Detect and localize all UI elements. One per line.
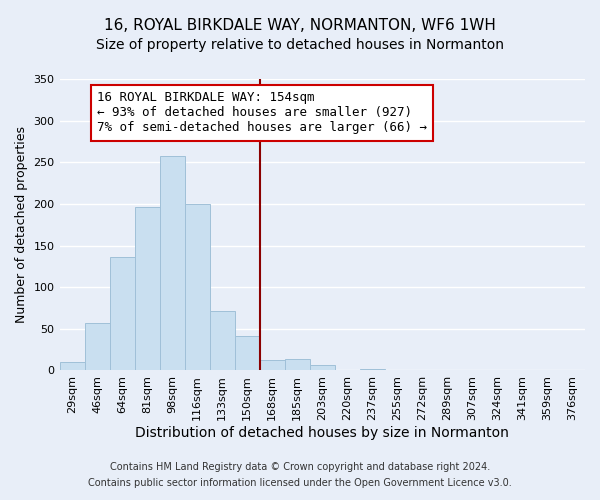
Text: Contains public sector information licensed under the Open Government Licence v3: Contains public sector information licen… xyxy=(88,478,512,488)
Text: 16 ROYAL BIRKDALE WAY: 154sqm
← 93% of detached houses are smaller (927)
7% of s: 16 ROYAL BIRKDALE WAY: 154sqm ← 93% of d… xyxy=(97,92,427,134)
Bar xyxy=(360,369,385,370)
Bar xyxy=(134,207,160,370)
Bar xyxy=(260,360,285,370)
Y-axis label: Number of detached properties: Number of detached properties xyxy=(15,126,28,323)
Bar xyxy=(85,323,110,370)
Text: 16, ROYAL BIRKDALE WAY, NORMANTON, WF6 1WH: 16, ROYAL BIRKDALE WAY, NORMANTON, WF6 1… xyxy=(104,18,496,32)
Bar xyxy=(160,156,185,370)
Bar xyxy=(110,257,134,370)
Text: Size of property relative to detached houses in Normanton: Size of property relative to detached ho… xyxy=(96,38,504,52)
X-axis label: Distribution of detached houses by size in Normanton: Distribution of detached houses by size … xyxy=(136,426,509,440)
Bar xyxy=(185,204,209,370)
Bar xyxy=(209,312,235,370)
Bar xyxy=(235,336,260,370)
Bar xyxy=(59,362,85,370)
Bar xyxy=(310,366,335,370)
Bar xyxy=(285,359,310,370)
Text: Contains HM Land Registry data © Crown copyright and database right 2024.: Contains HM Land Registry data © Crown c… xyxy=(110,462,490,472)
